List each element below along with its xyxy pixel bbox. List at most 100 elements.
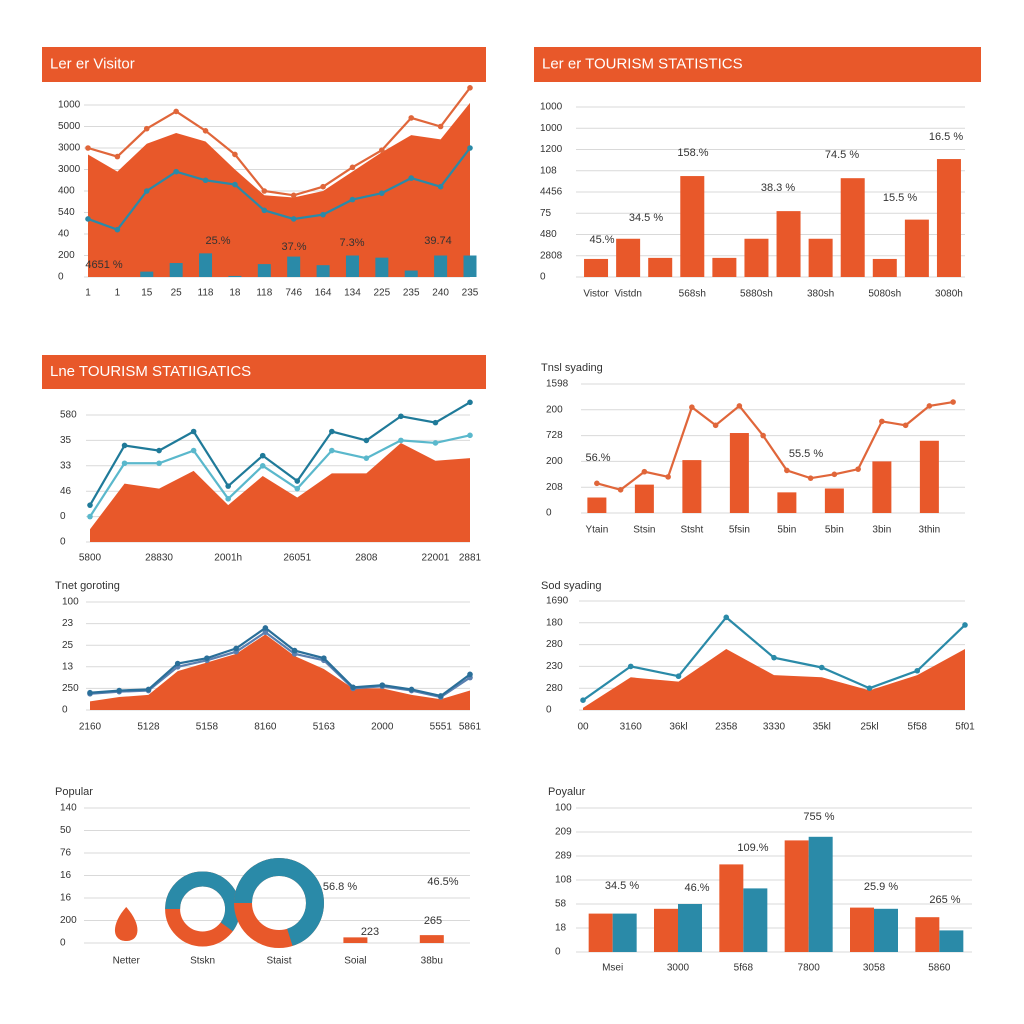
annotation: 223 xyxy=(361,926,379,938)
annotation: 45.% xyxy=(589,234,614,246)
area xyxy=(583,648,965,710)
y-tick-label: 1200 xyxy=(540,144,563,155)
line-point xyxy=(408,115,415,121)
x-tick-label: 380sh xyxy=(807,289,834,300)
y-tick-label: 0 xyxy=(546,705,552,716)
line-point xyxy=(437,183,444,190)
x-tick-label: 118 xyxy=(256,288,272,299)
annotation: 15.5 % xyxy=(883,192,917,204)
bar xyxy=(375,257,389,277)
x-tick-label: 5fsin xyxy=(729,525,750,536)
y-tick-label: 58 xyxy=(555,899,567,910)
title-banner xyxy=(42,47,486,82)
line-point xyxy=(467,85,473,91)
area xyxy=(88,102,470,277)
line-point xyxy=(259,463,266,469)
y-tick-label: 1598 xyxy=(546,379,569,390)
line-point xyxy=(349,164,356,171)
line-point xyxy=(594,480,600,487)
line-point xyxy=(914,667,921,674)
annotation: 56.8 % xyxy=(323,881,357,893)
bar xyxy=(744,238,769,277)
line-point xyxy=(114,153,121,160)
line-point xyxy=(225,483,231,489)
line-point xyxy=(321,655,327,661)
line-point xyxy=(950,399,956,405)
line-point xyxy=(467,671,473,678)
x-tick-label: 38bu xyxy=(421,956,443,967)
annotation: 25.9 % xyxy=(864,881,898,893)
y-tick-label: 209 xyxy=(555,827,572,838)
y-tick-label: 5000 xyxy=(58,121,81,132)
bar xyxy=(588,913,613,952)
y-tick-label: 35 xyxy=(60,435,72,446)
line-point xyxy=(831,471,838,478)
chart-title: Ler er TOURISM STATISTICS xyxy=(542,55,743,72)
x-tick-label: 3160 xyxy=(620,722,643,733)
drop-icon xyxy=(114,907,138,941)
line-point xyxy=(363,437,370,444)
x-tick-label: Staist xyxy=(266,956,291,967)
line-point xyxy=(689,404,695,411)
line-point xyxy=(926,403,933,409)
line-point xyxy=(398,413,404,420)
x-tick-label: 5163 xyxy=(313,722,336,733)
line-point xyxy=(225,496,231,502)
chart-panel: Lne TOURISM STATIIGATICS 0 0 46 33 35 580 5800 2… xyxy=(42,355,486,564)
y-tick-label: 1000 xyxy=(540,123,563,134)
line-point xyxy=(173,168,179,175)
y-tick-label: 0 xyxy=(60,511,66,522)
annotation: 39.74 xyxy=(424,235,452,247)
line-point xyxy=(232,151,238,158)
bar xyxy=(850,907,874,952)
bar xyxy=(682,460,702,513)
line-point xyxy=(855,466,861,472)
bar xyxy=(587,497,607,513)
x-tick-label: 3330 xyxy=(763,722,786,733)
bar xyxy=(140,271,154,277)
annotation: 46.5% xyxy=(427,876,458,888)
x-tick-label: 36kl xyxy=(669,722,687,733)
line-point xyxy=(173,108,179,115)
x-tick-label: 8160 xyxy=(254,722,277,733)
line-point xyxy=(261,188,268,194)
line-point xyxy=(290,216,297,222)
line-point xyxy=(866,685,873,691)
y-tick-label: 280 xyxy=(546,639,563,650)
annotation: 74.5 % xyxy=(825,149,859,161)
x-tick-label: 2881 xyxy=(459,553,482,564)
x-tick-label: Stskn xyxy=(190,956,215,967)
x-tick-label: 35kl xyxy=(813,722,831,733)
y-tick-label: 208 xyxy=(546,482,563,493)
line-point xyxy=(121,442,128,449)
y-tick-label: 4456 xyxy=(540,187,563,198)
bar xyxy=(743,888,768,952)
y-tick-label: 16 xyxy=(60,870,72,881)
title-banner xyxy=(42,355,486,389)
y-tick-label: 1000 xyxy=(540,102,563,113)
line-point xyxy=(379,190,385,196)
x-tick-label: Netter xyxy=(113,956,141,967)
annotation: 34.5 % xyxy=(605,880,639,892)
bar xyxy=(840,178,865,277)
x-tick-label: 5551 xyxy=(430,722,453,733)
line-point xyxy=(190,447,197,454)
bar xyxy=(634,484,654,513)
line-point xyxy=(437,123,444,130)
annotation: 55.5 % xyxy=(789,448,823,460)
bar xyxy=(915,917,940,952)
line-point xyxy=(818,664,825,671)
bar xyxy=(404,270,418,277)
line xyxy=(89,626,471,698)
x-tick-label: Stsht xyxy=(680,525,703,536)
x-tick-label: 235 xyxy=(403,288,420,299)
line-point xyxy=(760,432,766,439)
line-point xyxy=(145,686,152,693)
x-tick-label: 28830 xyxy=(145,553,173,564)
x-tick-label: 5080sh xyxy=(868,289,901,300)
y-tick-label: 16 xyxy=(60,893,72,904)
line-point xyxy=(408,175,415,181)
x-tick-label: 7800 xyxy=(798,963,821,974)
line-point xyxy=(190,428,197,435)
line-point xyxy=(320,183,326,190)
